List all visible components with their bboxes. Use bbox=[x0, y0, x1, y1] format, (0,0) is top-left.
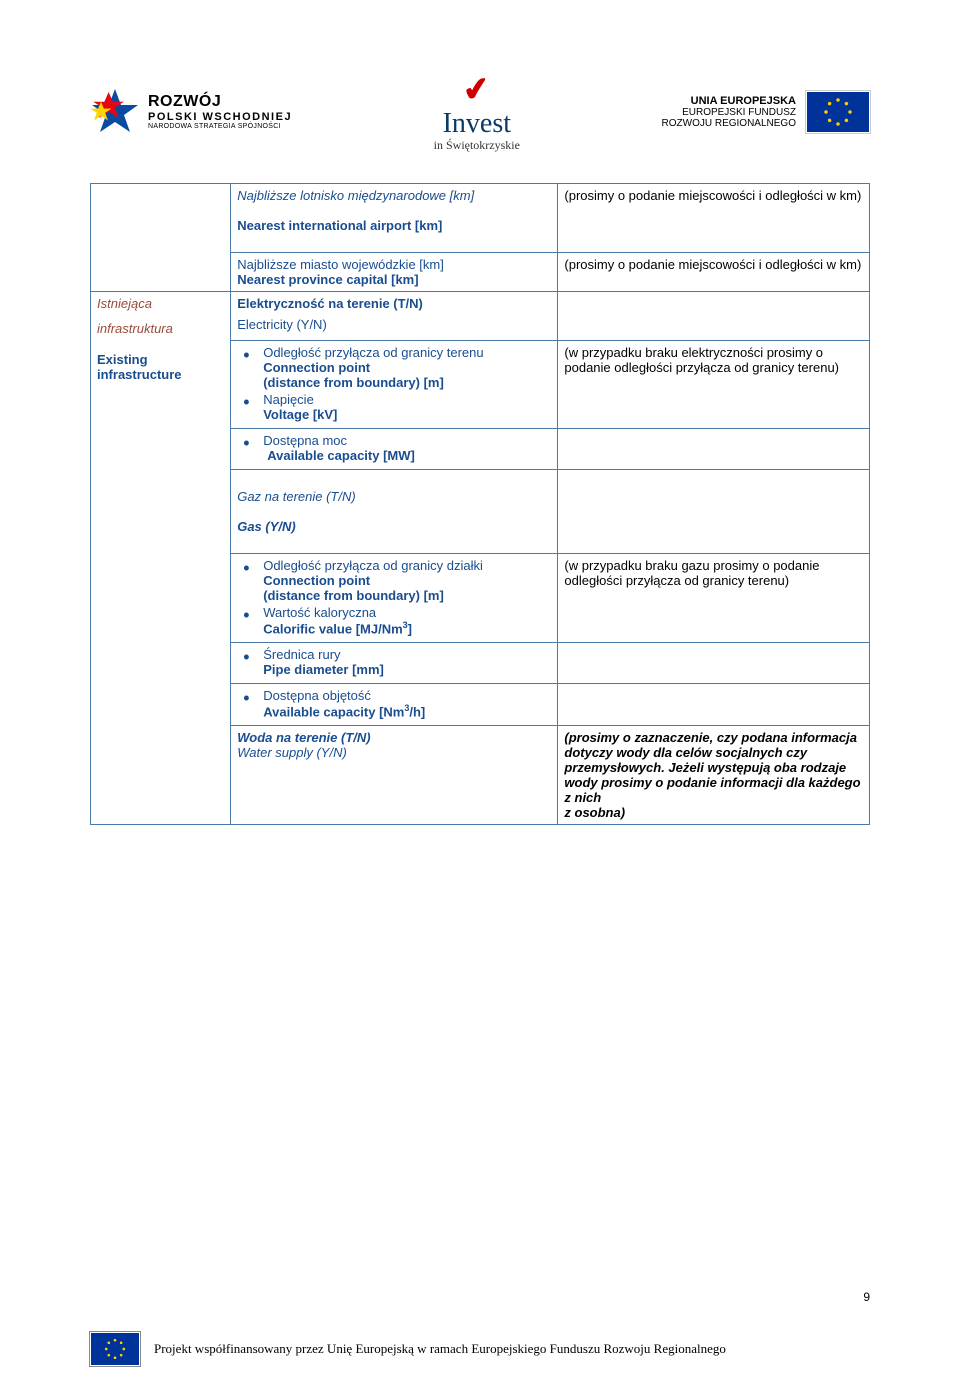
elec-volt-pl: Napięcie bbox=[263, 392, 551, 407]
footer-eu-flag-icon bbox=[90, 1332, 140, 1366]
elec-conn-en1: Connection point bbox=[263, 360, 551, 375]
elec-conn-en2: (distance from boundary) [m] bbox=[263, 375, 551, 390]
gas-conn-item: Odległość przyłącza od granicy działki C… bbox=[263, 558, 551, 603]
invest-brand: Invest in Świętokrzyskie bbox=[434, 108, 520, 153]
logo-line2: POLSKI WSCHODNIEJ bbox=[148, 111, 292, 123]
elec-note: (w przypadku braku elektryczności prosim… bbox=[558, 340, 870, 428]
section-pl2: infrastruktura bbox=[97, 321, 224, 336]
section-en1: Existing bbox=[97, 352, 224, 367]
logo-eu-text: UNIA EUROPEJSKA EUROPEJSKI FUNDUSZ ROZWO… bbox=[662, 95, 796, 129]
logo-line3: NARODOWA STRATEGIA SPÓJNOŚCI bbox=[148, 123, 292, 130]
elec-conn-pl: Odległość przyłącza od granicy terenu bbox=[263, 345, 551, 360]
row-elec-conn: Existing infrastructure Odległość przyłą… bbox=[91, 340, 870, 428]
water-title-en: Water supply (Y/N) bbox=[237, 745, 551, 760]
gas-vol-pl: Dostępna objętość bbox=[263, 688, 551, 703]
row-gas-pipe: Średnica rury Pipe diameter [mm] bbox=[91, 642, 870, 683]
city-pl: Najbliższe miasto wojewódzkie [km] bbox=[237, 257, 551, 272]
gas-title-en: Gas (Y/N) bbox=[237, 519, 551, 534]
gas-title-pl: Gaz na terenie (T/N) bbox=[237, 489, 551, 504]
eu-line1: UNIA EUROPEJSKA bbox=[662, 95, 796, 107]
row-gas-header: Gaz na terenie (T/N) Gas (Y/N) bbox=[91, 469, 870, 553]
gas-conn-en2: (distance from boundary) [m] bbox=[263, 588, 551, 603]
logo-eu: UNIA EUROPEJSKA EUROPEJSKI FUNDUSZ ROZWO… bbox=[662, 91, 870, 133]
gas-pipe-en: Pipe diameter [mm] bbox=[263, 662, 551, 677]
row-gas-conn: Odległość przyłącza od granicy działki C… bbox=[91, 553, 870, 642]
gas-cal-en: Calorific value [MJ/Nm3] bbox=[263, 620, 551, 636]
logo-rozwoj: ROZWÓJ POLSKI WSCHODNIEJ NARODOWA STRATE… bbox=[90, 87, 292, 137]
elec-title-en: Electricity (Y/N) bbox=[237, 317, 551, 332]
elec-volt-item: Napięcie Voltage [kV] bbox=[263, 392, 551, 422]
elec-volt-en: Voltage [kV] bbox=[263, 407, 551, 422]
elec-cap-pl: Dostępna moc bbox=[263, 433, 551, 448]
airport-note: (prosimy o podanie miejscowości i odległ… bbox=[558, 184, 870, 253]
eu-line2: EUROPEJSKI FUNDUSZ bbox=[662, 107, 796, 118]
row-water: Woda na terenie (T/N) Water supply (Y/N)… bbox=[91, 726, 870, 825]
footer: Projekt współfinansowany przez Unię Euro… bbox=[90, 1332, 870, 1366]
gas-pipe-item: Średnica rury Pipe diameter [mm] bbox=[263, 647, 551, 677]
footer-text: Projekt współfinansowany przez Unię Euro… bbox=[154, 1341, 726, 1357]
gas-pipe-pl: Średnica rury bbox=[263, 647, 551, 662]
logo-invest: ✔ Invest in Świętokrzyskie bbox=[434, 70, 520, 153]
eu-flag-icon bbox=[806, 91, 870, 133]
logo-rozwoj-text: ROZWÓJ POLSKI WSCHODNIEJ NARODOWA STRATE… bbox=[148, 93, 292, 130]
invest-check-icon: ✔ bbox=[461, 68, 493, 109]
elec-cap-item: Dostępna moc Available capacity [MW] bbox=[263, 433, 551, 463]
airport-en: Nearest international airport [km] bbox=[237, 218, 551, 233]
gas-vol-en: Available capacity [Nm3/h] bbox=[263, 703, 551, 719]
gas-cal-pl: Wartość kaloryczna bbox=[263, 605, 551, 620]
logo-line1: ROZWÓJ bbox=[148, 93, 292, 111]
section-pl1: Istniejąca bbox=[97, 296, 224, 311]
invest-sub-text: in Świętokrzyskie bbox=[434, 138, 520, 153]
gas-cal-item: Wartość kaloryczna Calorific value [MJ/N… bbox=[263, 605, 551, 636]
city-note: (prosimy o podanie miejscowości i odległ… bbox=[558, 253, 870, 292]
gas-conn-en1: Connection point bbox=[263, 573, 551, 588]
rozwoj-star-icon bbox=[90, 87, 140, 137]
row-gas-vol: Dostępna objętość Available capacity [Nm… bbox=[91, 683, 870, 725]
elec-conn-item: Odległość przyłącza od granicy terenu Co… bbox=[263, 345, 551, 390]
elec-title-pl: Elektryczność na terenie (T/N) bbox=[237, 296, 551, 311]
gas-conn-pl: Odległość przyłącza od granicy działki bbox=[263, 558, 551, 573]
eu-line3: ROZWOJU REGIONALNEGO bbox=[662, 118, 796, 129]
elec-cap-en: Available capacity [MW] bbox=[263, 448, 551, 463]
gas-note: (w przypadku braku gazu prosimy o podani… bbox=[558, 553, 870, 642]
form-table: Najbliższe lotnisko międzynarodowe [km] … bbox=[90, 183, 870, 825]
row-airport: Najbliższe lotnisko międzynarodowe [km] … bbox=[91, 184, 870, 253]
section-en2: infrastructure bbox=[97, 367, 224, 382]
water-title-pl: Woda na terenie (T/N) bbox=[237, 730, 551, 745]
water-note: (prosimy o zaznaczenie, czy podana infor… bbox=[558, 726, 870, 825]
row-elec-cap: Dostępna moc Available capacity [MW] bbox=[91, 428, 870, 469]
header-logos: ROZWÓJ POLSKI WSCHODNIEJ NARODOWA STRATE… bbox=[90, 70, 870, 153]
page-number: 9 bbox=[863, 1290, 870, 1304]
invest-brand-text: Invest bbox=[443, 108, 511, 139]
row-elec-header: Istniejąca infrastruktura Elektryczność … bbox=[91, 292, 870, 341]
gas-vol-item: Dostępna objętość Available capacity [Nm… bbox=[263, 688, 551, 719]
airport-pl: Najbliższe lotnisko międzynarodowe [km] bbox=[237, 188, 551, 203]
city-en: Nearest province capital [km] bbox=[237, 272, 551, 287]
